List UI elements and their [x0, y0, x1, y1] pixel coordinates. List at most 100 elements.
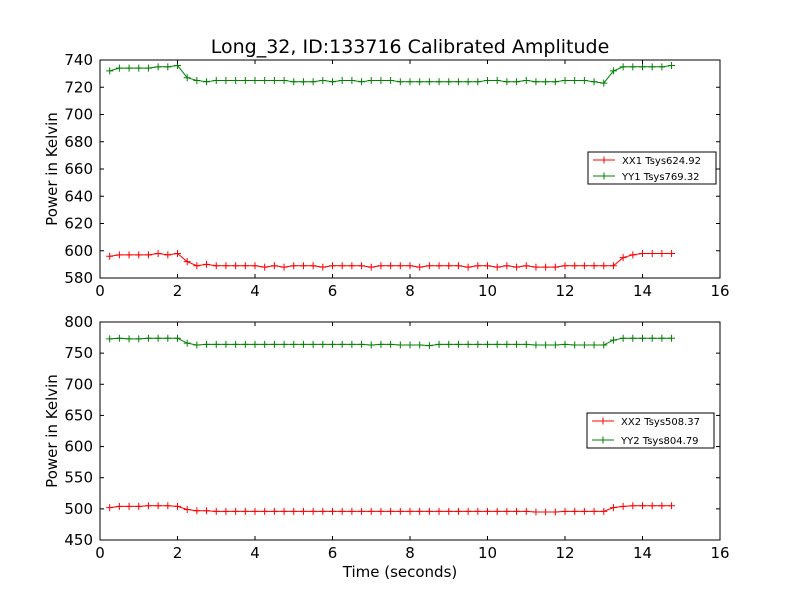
- data-point: [561, 76, 569, 84]
- x-tick-label: 2: [173, 544, 183, 562]
- data-point: [203, 78, 211, 86]
- data-point: [668, 61, 676, 69]
- data-point: [619, 63, 627, 71]
- data-point: [319, 263, 327, 271]
- data-point: [212, 76, 220, 84]
- data-point: [387, 76, 395, 84]
- data-point: [668, 502, 676, 510]
- data-point: [542, 263, 550, 271]
- data-point: [144, 334, 152, 342]
- x-tick-label: 6: [328, 282, 338, 300]
- data-point: [416, 507, 424, 515]
- data-point: [542, 341, 550, 349]
- y-tick-label: 700: [64, 106, 93, 124]
- data-point: [154, 334, 162, 342]
- data-point: [203, 260, 211, 268]
- data-point: [106, 335, 114, 343]
- data-point: [493, 76, 501, 84]
- y-axis-label: Power in Kelvin: [43, 374, 61, 488]
- data-point: [348, 262, 356, 270]
- data-point: [629, 251, 637, 259]
- data-point: [464, 78, 472, 86]
- data-point: [309, 262, 317, 270]
- data-point: [358, 262, 366, 270]
- data-point: [261, 263, 269, 271]
- legend-box: [586, 412, 715, 449]
- data-point: [299, 78, 307, 86]
- data-point: [571, 262, 579, 270]
- data-point: [270, 262, 278, 270]
- data-point: [445, 78, 453, 86]
- data-point: [251, 262, 259, 270]
- y-tick-label: 740: [64, 51, 93, 69]
- data-point: [639, 249, 646, 257]
- data-point: [261, 76, 269, 84]
- series-2: [106, 334, 676, 350]
- y-tick-label: 640: [64, 187, 93, 205]
- data-point: [648, 502, 656, 510]
- data-point: [232, 340, 240, 348]
- data-point: [232, 507, 240, 515]
- data-point: [125, 335, 133, 343]
- data-point: [522, 507, 530, 515]
- data-point: [629, 63, 637, 71]
- x-tick-label: 12: [555, 544, 574, 562]
- data-point: [193, 262, 201, 270]
- legend-marker: [599, 417, 607, 425]
- y-tick-label: 620: [64, 215, 93, 233]
- data-point: [522, 76, 530, 84]
- data-point: [280, 340, 288, 348]
- data-point: [222, 76, 230, 84]
- data-point: [377, 262, 385, 270]
- data-point: [600, 262, 608, 270]
- data-point: [396, 507, 404, 515]
- data-point: [435, 340, 443, 348]
- data-point: [387, 340, 395, 348]
- data-point: [164, 334, 172, 342]
- data-point: [241, 340, 249, 348]
- data-point: [183, 258, 191, 266]
- y-tick-label: 680: [64, 133, 93, 151]
- data-point: [348, 76, 356, 84]
- data-point: [348, 340, 356, 348]
- data-point: [425, 342, 433, 350]
- data-point: [164, 63, 172, 71]
- data-point: [270, 507, 278, 515]
- data-point: [425, 507, 433, 515]
- data-point: [416, 78, 424, 86]
- data-point: [464, 507, 472, 515]
- data-point: [280, 76, 288, 84]
- y-tick-label: 600: [64, 438, 93, 456]
- y-tick-label: 800: [64, 313, 93, 331]
- data-point: [232, 76, 240, 84]
- series-1: [106, 502, 676, 516]
- data-point: [241, 262, 249, 270]
- x-tick-label: 12: [555, 282, 574, 300]
- data-point: [522, 262, 530, 270]
- data-point: [484, 76, 491, 84]
- data-point: [503, 262, 511, 270]
- data-point: [203, 340, 211, 348]
- data-point: [115, 502, 123, 510]
- data-point: [358, 507, 366, 515]
- data-point: [164, 502, 172, 510]
- data-point: [290, 340, 298, 348]
- data-point: [513, 78, 521, 86]
- data-point: [222, 340, 230, 348]
- data-point: [377, 340, 385, 348]
- data-point: [454, 262, 462, 270]
- data-point: [212, 340, 220, 348]
- legend-label: YY2 Tsys804.79: [620, 436, 699, 447]
- data-point: [115, 251, 123, 259]
- y-tick-label: 500: [64, 500, 93, 518]
- data-point: [338, 262, 346, 270]
- data-point: [319, 340, 327, 348]
- data-point: [338, 76, 346, 84]
- data-point: [115, 64, 123, 72]
- data-point: [406, 507, 414, 515]
- data-point: [493, 340, 501, 348]
- data-point: [261, 507, 269, 515]
- data-point: [251, 507, 259, 515]
